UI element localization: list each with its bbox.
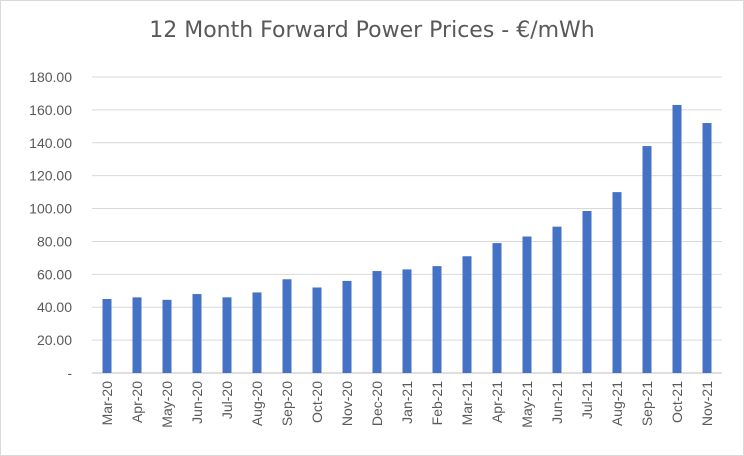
bar <box>132 297 142 373</box>
bar <box>702 123 712 374</box>
bar <box>462 256 472 373</box>
bar <box>222 297 232 373</box>
bar <box>282 279 292 373</box>
x-tick-label: Jun-21 <box>549 381 565 424</box>
x-tick-label: Aug-21 <box>609 381 625 426</box>
bar <box>162 299 172 373</box>
bar <box>252 292 262 373</box>
bar <box>192 294 202 373</box>
x-tick-label: Feb-21 <box>429 381 445 426</box>
y-tick-label: 140.00 <box>29 135 72 151</box>
bar <box>642 146 652 373</box>
chart-title: 12 Month Forward Power Prices - €/mWh <box>149 18 595 43</box>
x-tick-label: Sep-20 <box>279 381 295 426</box>
x-tick-label: Nov-20 <box>339 381 355 426</box>
y-tick-label: 20.00 <box>37 332 72 348</box>
bar <box>612 192 622 373</box>
bar <box>372 271 382 373</box>
y-tick-label: 160.00 <box>29 102 72 118</box>
x-tick-label: Sep-21 <box>639 381 655 426</box>
bar <box>432 266 442 373</box>
bar <box>522 236 532 373</box>
x-tick-label: Apr-20 <box>129 381 145 423</box>
y-tick-label: 60.00 <box>37 266 72 282</box>
x-tick-label: Mar-20 <box>99 381 115 426</box>
x-tick-label: Jul-21 <box>579 381 595 419</box>
y-tick-label: 40.00 <box>37 299 72 315</box>
bar <box>672 104 682 373</box>
x-tick-label: Aug-20 <box>249 381 265 426</box>
x-tick-label: Dec-20 <box>369 381 385 426</box>
x-tick-label: May-20 <box>159 381 175 428</box>
y-tick-label: 80.00 <box>37 233 72 249</box>
y-tick-label: - <box>67 365 72 381</box>
x-tick-label: May-21 <box>519 381 535 428</box>
bar <box>402 269 412 373</box>
x-tick-label: Oct-21 <box>669 381 685 423</box>
bar <box>492 243 502 373</box>
bar <box>342 280 352 373</box>
x-tick-label: Nov-21 <box>699 381 715 426</box>
x-tick-label: Oct-20 <box>309 381 325 423</box>
x-tick-label: Apr-21 <box>489 381 505 423</box>
bar <box>102 299 112 373</box>
y-tick-label: 120.00 <box>29 168 72 184</box>
x-tick-label: Jan-21 <box>399 381 415 424</box>
bar <box>582 211 592 373</box>
x-tick-label: Mar-21 <box>459 381 475 426</box>
bar <box>312 287 322 373</box>
x-tick-label: Jul-20 <box>219 381 235 419</box>
y-tick-label: 100.00 <box>29 201 72 217</box>
bar <box>552 226 562 373</box>
y-tick-label: 180.00 <box>29 69 72 85</box>
x-tick-label: Jun-20 <box>189 381 205 424</box>
